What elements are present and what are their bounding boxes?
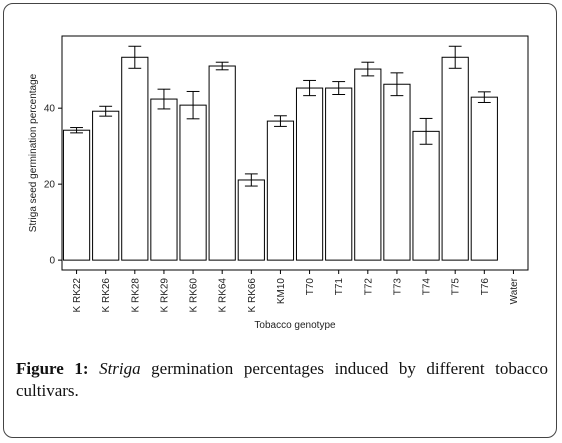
y-tick-label: 40 [44, 104, 56, 115]
figure-frame [3, 3, 557, 438]
bar [208, 65, 236, 261]
bar [383, 83, 411, 261]
x-tick-label: T72 [363, 278, 374, 296]
x-tick-label: K RK28 [130, 278, 141, 313]
x-tick-label: T74 [422, 278, 433, 296]
x-tick-label: T71 [334, 278, 345, 296]
x-tick-label: K RK66 [247, 278, 258, 313]
x-tick-label: K RK26 [101, 278, 112, 313]
bar [412, 130, 440, 261]
plot-border [61, 35, 529, 271]
y-tick-label: 0 [49, 256, 55, 267]
x-tick-label: T75 [451, 278, 462, 296]
chart: Tobacco genotype Striga seed germination… [28, 35, 529, 331]
x-axis-label: Tobacco genotype [254, 320, 336, 331]
bar [470, 96, 498, 261]
x-tick-label: T73 [392, 278, 403, 296]
x-tick-label: K RK22 [72, 278, 83, 313]
bar [295, 87, 324, 261]
caption-label: Figure 1: [16, 359, 89, 378]
bar [441, 56, 469, 261]
x-tick-label: KM10 [276, 278, 287, 305]
x-tick-label: K RK60 [189, 278, 200, 313]
y-axis-label: Striga seed germination percentage [28, 73, 39, 232]
x-tick-label: K RK64 [218, 278, 229, 313]
caption-italic: Striga [99, 359, 141, 378]
x-tick-label: K RK29 [159, 278, 170, 313]
x-tick-label: T70 [305, 278, 316, 296]
caption-text: germination percentages induced by diffe… [16, 359, 549, 400]
bar [179, 104, 207, 261]
bar [92, 110, 120, 261]
caption: Figure 1: Striga germination percentages… [16, 358, 548, 402]
x-tick-label: Water [509, 277, 520, 304]
y-tick-label: 20 [44, 180, 56, 191]
x-tick-label: T76 [480, 278, 491, 296]
bar [237, 179, 265, 261]
bar [325, 87, 353, 261]
bar [354, 68, 382, 261]
bar [62, 129, 91, 261]
bar [266, 120, 295, 261]
bar [121, 56, 149, 261]
bar [150, 98, 178, 261]
